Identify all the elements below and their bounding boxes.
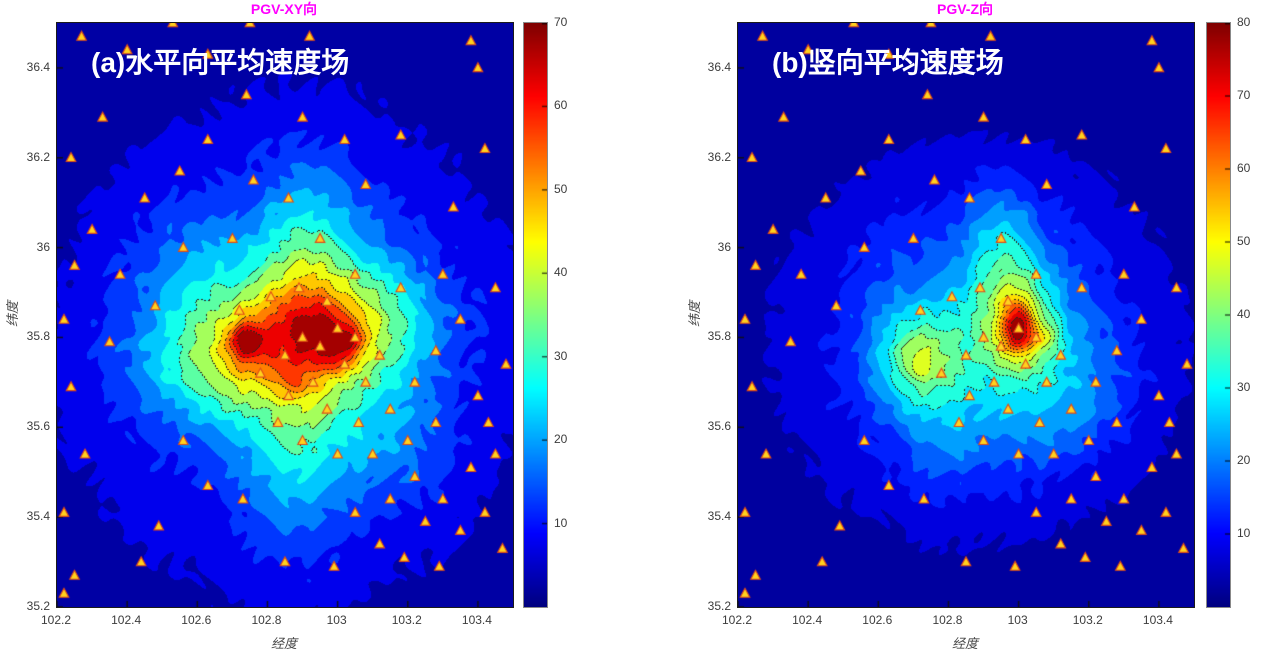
y-tick-label: 36.2: [26, 149, 50, 164]
y-tick-label: 35.6: [707, 419, 731, 434]
colorbar-tick-label: 50: [554, 181, 568, 196]
panel-b-title: PGV-Z向: [936, 1, 993, 17]
colorbar-tick-label: 70: [554, 15, 568, 29]
colorbar-tick-label: 50: [1237, 234, 1251, 248]
y-tick-label: 35.2: [26, 599, 50, 613]
x-tick-label: 102.2: [721, 613, 753, 627]
y-tick-label: 35.2: [707, 599, 731, 613]
panel-a-colorbar: [523, 22, 548, 608]
colorbar-tick-label: 40: [1237, 307, 1251, 321]
x-tick-label: 103.4: [1142, 613, 1173, 627]
colorbar-tick-label: 20: [554, 432, 568, 447]
colorbar-tick-label: 20: [1237, 453, 1251, 467]
x-tick-label: 102.6: [862, 613, 893, 627]
panel-a-contour-canvas: [57, 23, 513, 607]
y-tick-label: 35.8: [26, 329, 50, 344]
x-tick-label: 102.4: [792, 613, 823, 627]
colorbar-tick-label: 60: [1237, 161, 1251, 175]
panel-b-colorbar: [1206, 22, 1231, 608]
x-tick-label: 102.8: [932, 613, 963, 627]
y-tick-label: 36: [36, 239, 50, 254]
panel-a-plot-area: (a)水平向平均速度场: [56, 22, 514, 608]
panel-b-contour-canvas: [738, 23, 1194, 607]
panel-a-xlabel: 经度: [270, 636, 297, 651]
x-tick-label: 103: [326, 613, 347, 627]
colorbar-tick-label: 10: [1237, 526, 1251, 540]
panel-b-annotation: (b)竖向平均速度场: [772, 47, 1004, 78]
panel-b-xlabel: 经度: [951, 636, 978, 651]
x-tick-label: 103: [1007, 613, 1028, 627]
x-tick-label: 103.4: [461, 613, 492, 627]
colorbar-tick-label: 80: [1237, 15, 1251, 29]
x-tick-label: 102.6: [181, 613, 212, 627]
y-tick-label: 36.2: [707, 149, 731, 164]
panel-a-title: PGV-XY向: [250, 1, 318, 17]
x-tick-label: 103.2: [1072, 613, 1103, 627]
colorbar-tick-label: 40: [554, 265, 568, 280]
y-tick-label: 35.4: [26, 509, 50, 524]
x-tick-label: 102.2: [40, 613, 72, 627]
colorbar-tick-label: 30: [554, 348, 568, 363]
y-tick-label: 36.4: [26, 59, 50, 74]
y-tick-label: 36: [717, 239, 731, 254]
colorbar-tick-label: 10: [554, 515, 568, 530]
colorbar-tick-label: 30: [1237, 380, 1251, 394]
x-tick-label: 103.2: [391, 613, 422, 627]
colorbar-tick-label: 60: [554, 98, 568, 113]
x-tick-label: 102.4: [111, 613, 142, 627]
y-tick-label: 35.6: [26, 419, 50, 434]
y-tick-label: 36.4: [707, 59, 731, 74]
colorbar-tick-label: 70: [1237, 88, 1251, 102]
panel-a-annotation: (a)水平向平均速度场: [91, 47, 350, 78]
y-tick-label: 35.4: [707, 509, 731, 524]
x-tick-label: 102.8: [251, 613, 282, 627]
y-tick-label: 35.8: [707, 329, 731, 344]
panel-b-plot-area: (b)竖向平均速度场: [737, 22, 1195, 608]
